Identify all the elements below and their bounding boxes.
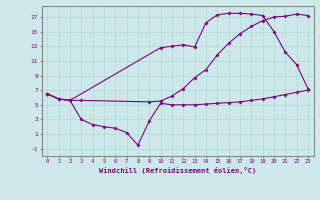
X-axis label: Windchill (Refroidissement éolien,°C): Windchill (Refroidissement éolien,°C) [99, 167, 256, 174]
